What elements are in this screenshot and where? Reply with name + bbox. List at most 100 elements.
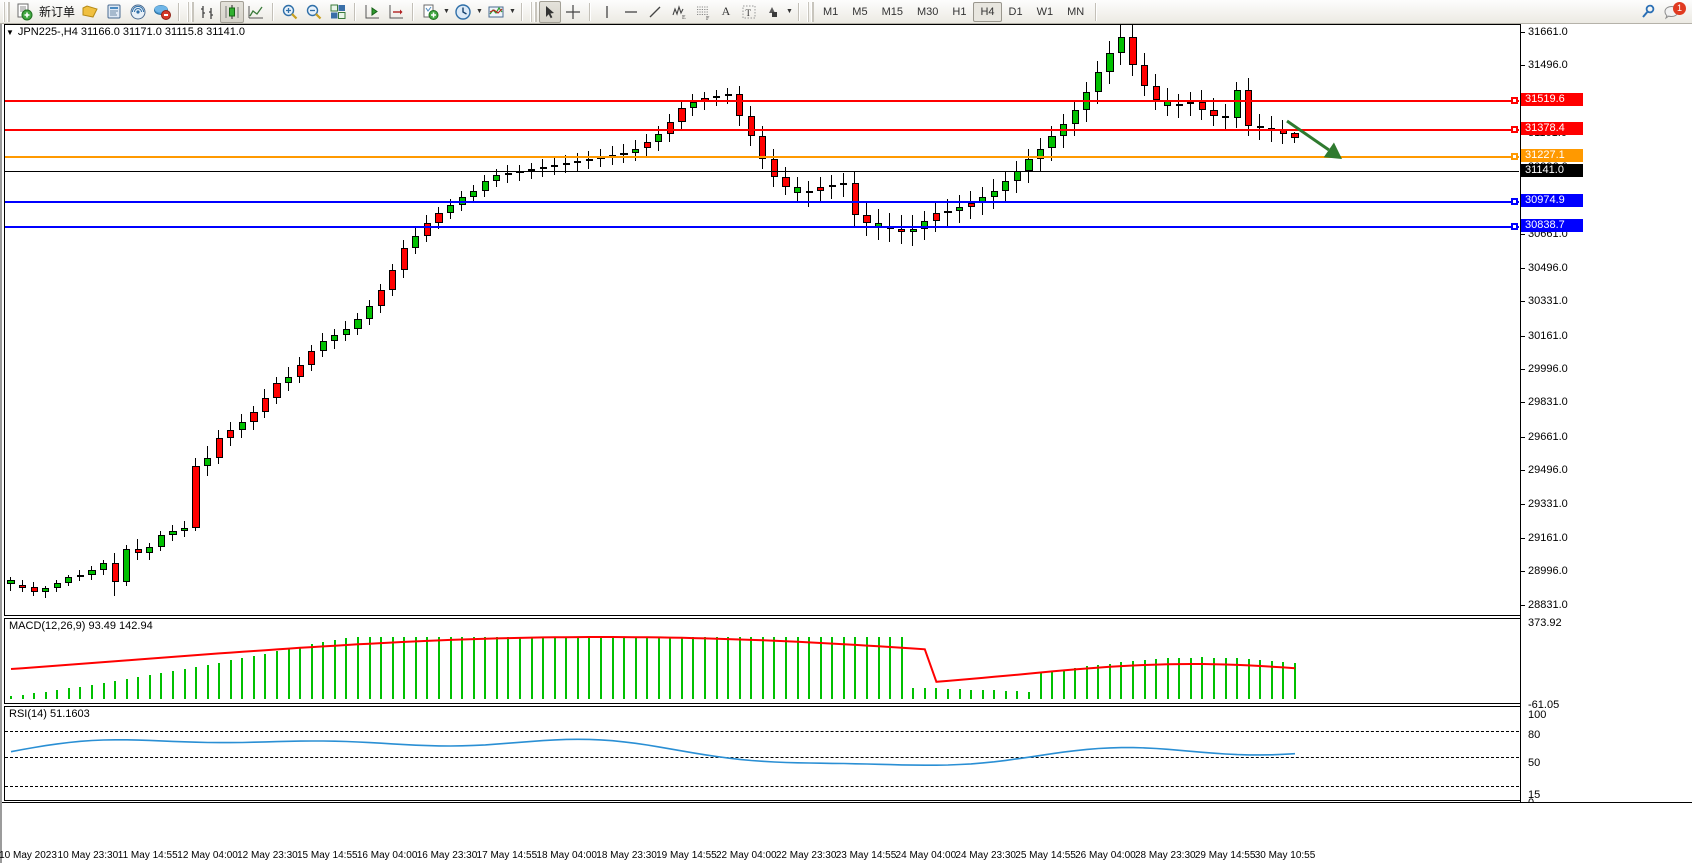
new-order-button[interactable] [12, 1, 36, 23]
text-button[interactable]: A [715, 1, 737, 23]
price-level-line-resistance[interactable] [5, 100, 1519, 102]
bar-chart-button[interactable] [196, 1, 220, 23]
price-tick-label: 31496.0 [1528, 59, 1568, 72]
trendline-button[interactable] [643, 1, 667, 23]
metaeditor-button[interactable] [78, 1, 102, 23]
text-label-icon: T [742, 5, 756, 18]
price-tick-label: 28996.0 [1528, 565, 1568, 578]
price-level-handle[interactable] [1511, 198, 1518, 205]
shapes-caret-icon[interactable]: ▼ [786, 8, 793, 15]
templates-caret-icon[interactable]: ▼ [509, 8, 516, 15]
time-tick-label: 11 May 14:55 [117, 850, 178, 861]
auto-scroll-button[interactable] [360, 1, 384, 23]
candlestick [539, 25, 547, 615]
macd-pane[interactable]: MACD(12,26,9) 93.49 142.94 [4, 618, 1692, 704]
candlestick [423, 25, 432, 615]
crosshair-button[interactable] [561, 1, 585, 23]
price-level-line-last-price[interactable] [5, 171, 1519, 172]
candlestick [354, 25, 362, 615]
price-level-tag-last-price[interactable]: 31141.0 [1521, 164, 1583, 177]
macd-histogram-bar [599, 637, 602, 699]
toolbar-grip-4[interactable] [807, 1, 815, 22]
zoom-out-button[interactable] [302, 1, 326, 23]
indicators-button[interactable] [418, 1, 442, 23]
price-level-tag-resistance[interactable]: 31378.4 [1521, 122, 1583, 135]
vertical-line-button[interactable] [595, 1, 619, 23]
tile-windows-button[interactable] [326, 1, 350, 23]
candle-body [921, 221, 929, 230]
candle-body [88, 569, 96, 575]
price-level-tag-resistance[interactable]: 31519.6 [1521, 93, 1583, 106]
timeframe-w1[interactable]: W1 [1036, 5, 1054, 18]
rsi-label: RSI(14) 51.1603 [9, 708, 93, 720]
zoom-in-button[interactable] [278, 1, 302, 23]
timeframe-m30[interactable]: M30 [916, 5, 939, 18]
candlestick [7, 25, 15, 615]
toolbar-grip-2[interactable] [187, 1, 195, 22]
price-level-line-resistance[interactable] [5, 129, 1519, 131]
terminal-button[interactable] [102, 1, 126, 23]
periods-caret-icon[interactable]: ▼ [476, 8, 483, 15]
price-level-line-pivot[interactable] [5, 156, 1519, 158]
chart-shift-button[interactable] [384, 1, 408, 23]
macd-histogram-bar [669, 637, 672, 699]
candlestick [319, 25, 327, 615]
rsi-pane[interactable]: RSI(14) 51.1603 [4, 706, 1692, 801]
indicators-caret-icon[interactable]: ▼ [443, 8, 450, 15]
price-tick-label: 29661.0 [1528, 430, 1568, 443]
macd-histogram-bar [1155, 659, 1158, 699]
document-plus-icon [17, 3, 33, 20]
candle-body [782, 176, 790, 187]
price-level-line-support[interactable] [5, 201, 1519, 203]
price-level-line-support[interactable] [5, 226, 1519, 228]
text-label-button[interactable]: T [737, 1, 761, 23]
templates-button[interactable] [484, 1, 508, 23]
line-chart-button[interactable] [244, 1, 268, 23]
fibonacci-button[interactable]: F [691, 1, 715, 23]
elliott-wave-button[interactable]: E [667, 1, 691, 23]
price-pane[interactable] [4, 24, 1692, 616]
candlestick [88, 25, 96, 615]
messages-button[interactable]: 1 [1660, 1, 1686, 23]
candle-body [412, 235, 420, 248]
cursor-button[interactable] [539, 0, 562, 23]
signals-button[interactable] [126, 1, 150, 23]
autotrading-button[interactable] [150, 1, 174, 23]
price-level-handle[interactable] [1511, 223, 1518, 230]
shapes-button[interactable] [761, 1, 785, 23]
timeframe-h1[interactable]: H1 [952, 5, 967, 18]
candle-wick [518, 164, 520, 181]
toolbar-grip-1[interactable] [3, 1, 10, 22]
macd-histogram-bar [472, 637, 475, 699]
candlestick-chart-button[interactable] [220, 0, 245, 23]
triangle-down-icon[interactable]: ▼ [6, 27, 14, 37]
price-level-handle[interactable] [1511, 97, 1518, 104]
macd-histogram-bar [1294, 662, 1296, 699]
price-level-tag-pivot[interactable]: 31227.1 [1521, 149, 1583, 162]
timeframe-m15[interactable]: M15 [881, 5, 903, 18]
macd-histogram-bar [785, 637, 788, 699]
macd-histogram-bar [1201, 657, 1204, 699]
timeframe-d1[interactable]: D1 [1008, 5, 1023, 18]
timeframe-m1[interactable]: M1 [823, 5, 839, 18]
candlestick [851, 25, 860, 615]
price-level-tag-support[interactable]: 30974.9 [1521, 194, 1583, 207]
search-button[interactable] [1636, 1, 1660, 23]
price-axis[interactable]: 31661.031496.031331.031161.030996.030831… [1520, 24, 1692, 809]
price-level-handle[interactable] [1511, 126, 1518, 133]
timeframe-h4[interactable]: H4 [973, 1, 1002, 22]
candle-wick [808, 180, 810, 208]
candlestick [562, 25, 570, 615]
timeframe-mn[interactable]: MN [1067, 5, 1085, 18]
candle-body [53, 582, 61, 588]
macd-histogram-bar [646, 637, 649, 699]
new-order-label[interactable]: 新订单 [39, 5, 76, 19]
price-level-tag-support[interactable]: 30838.7 [1521, 219, 1583, 232]
candle-body [851, 182, 860, 216]
horizontal-line-button[interactable] [619, 1, 643, 23]
timeframe-m5[interactable]: M5 [852, 5, 868, 18]
price-level-handle[interactable] [1511, 153, 1518, 160]
periods-button[interactable] [451, 1, 475, 23]
macd-histogram-bar [218, 662, 221, 699]
toolbar-grip-3[interactable] [530, 1, 538, 22]
